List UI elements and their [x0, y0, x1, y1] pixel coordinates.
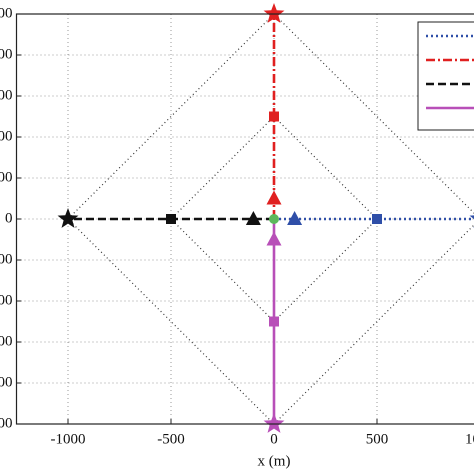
marker-star [263, 3, 285, 23]
y-tick-label: -800 [0, 374, 13, 390]
marker-triangle [245, 211, 261, 225]
marker-square [372, 214, 382, 224]
marker-star [57, 208, 79, 228]
y-tick-label: 0 [5, 210, 13, 226]
y-tick-label: 1000 [0, 5, 13, 21]
y-tick-label: -600 [0, 333, 13, 349]
y-tick-label: -1000 [0, 415, 13, 431]
marker-square [269, 316, 279, 327]
marker-square [269, 111, 279, 122]
diamond-guide [170, 115, 378, 323]
plot-frame [15, 13, 474, 425]
x-tick-label: -500 [157, 431, 185, 447]
x-axis-label: x (m) [258, 453, 291, 469]
x-tick-label: 500 [366, 431, 389, 447]
origin-marker [269, 214, 279, 224]
marker-square [166, 214, 176, 224]
legend-box [417, 21, 474, 131]
y-tick-label: 200 [0, 169, 13, 185]
marker-triangle [266, 190, 282, 205]
marker-triangle [266, 231, 282, 246]
y-tick-label: 800 [0, 46, 13, 62]
diamond-guide [67, 13, 474, 425]
y-tick-label: 600 [0, 87, 13, 103]
y-tick-label: -200 [0, 251, 13, 267]
y-tick-label: -400 [0, 292, 13, 308]
marker-triangle [287, 211, 303, 225]
x-tick-label: -1000 [51, 431, 86, 447]
marker-star [263, 413, 285, 433]
x-tick-label: 1000 [465, 431, 474, 447]
y-tick-label: 400 [0, 128, 13, 144]
x-tick-label: 0 [270, 431, 278, 447]
